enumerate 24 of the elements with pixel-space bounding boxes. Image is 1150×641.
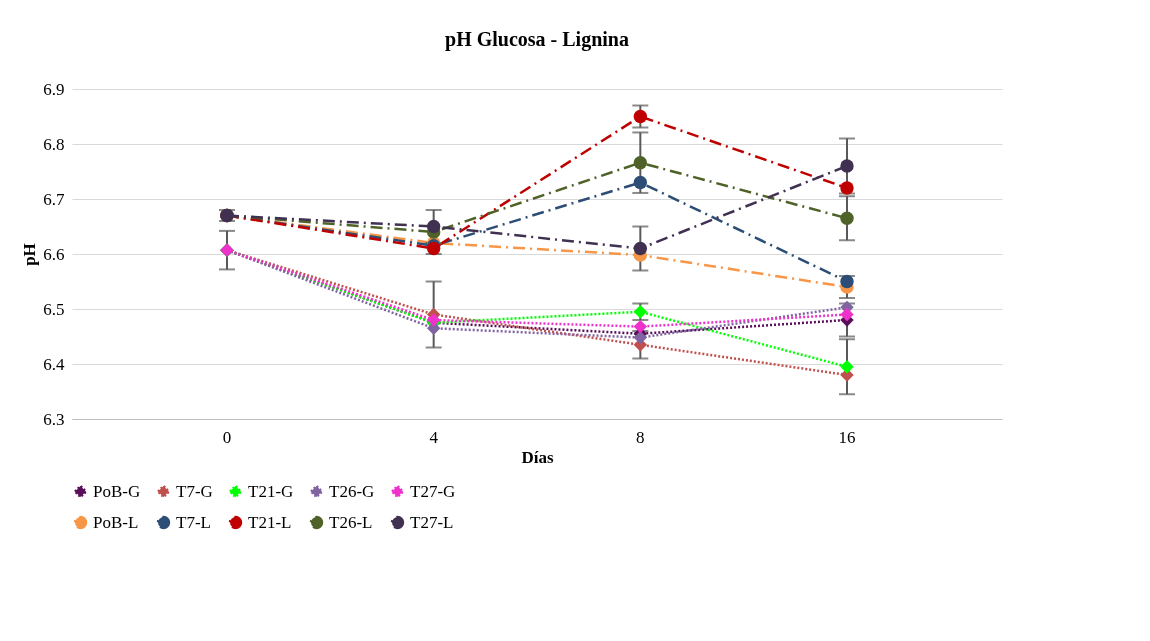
- x-tick-label: 4: [429, 427, 439, 447]
- x-tick-label: 0: [222, 427, 232, 447]
- legend-label: T27-G: [410, 481, 456, 501]
- legend-label: T27-L: [410, 512, 454, 532]
- y-tick-label: 6.6: [43, 244, 65, 264]
- y-tick-label: 6.9: [43, 79, 65, 99]
- legend-label: PoB-L: [93, 512, 139, 532]
- y-tick-label: 6.3: [43, 409, 65, 429]
- legend-label: T26-G: [329, 481, 375, 501]
- y-axis-title: pH: [20, 243, 40, 266]
- legend-label: T21-G: [248, 481, 294, 501]
- chart-title: pH Glucosa - Lignina: [445, 28, 629, 51]
- y-tick-label: 6.7: [43, 189, 65, 209]
- y-tick-label: 6.5: [43, 299, 65, 319]
- legend-label: T26-L: [329, 512, 373, 532]
- legend-label: PoB-G: [93, 481, 141, 501]
- legend-label: T7-L: [176, 512, 211, 532]
- x-axis-title: Días: [521, 447, 554, 467]
- legend-label: T7-G: [176, 481, 213, 501]
- x-tick-label: 16: [838, 427, 856, 447]
- legend-label: T21-L: [248, 512, 292, 532]
- y-tick-label: 6.8: [43, 134, 65, 154]
- x-tick-label: 8: [636, 427, 645, 447]
- y-tick-label: 6.4: [43, 354, 65, 374]
